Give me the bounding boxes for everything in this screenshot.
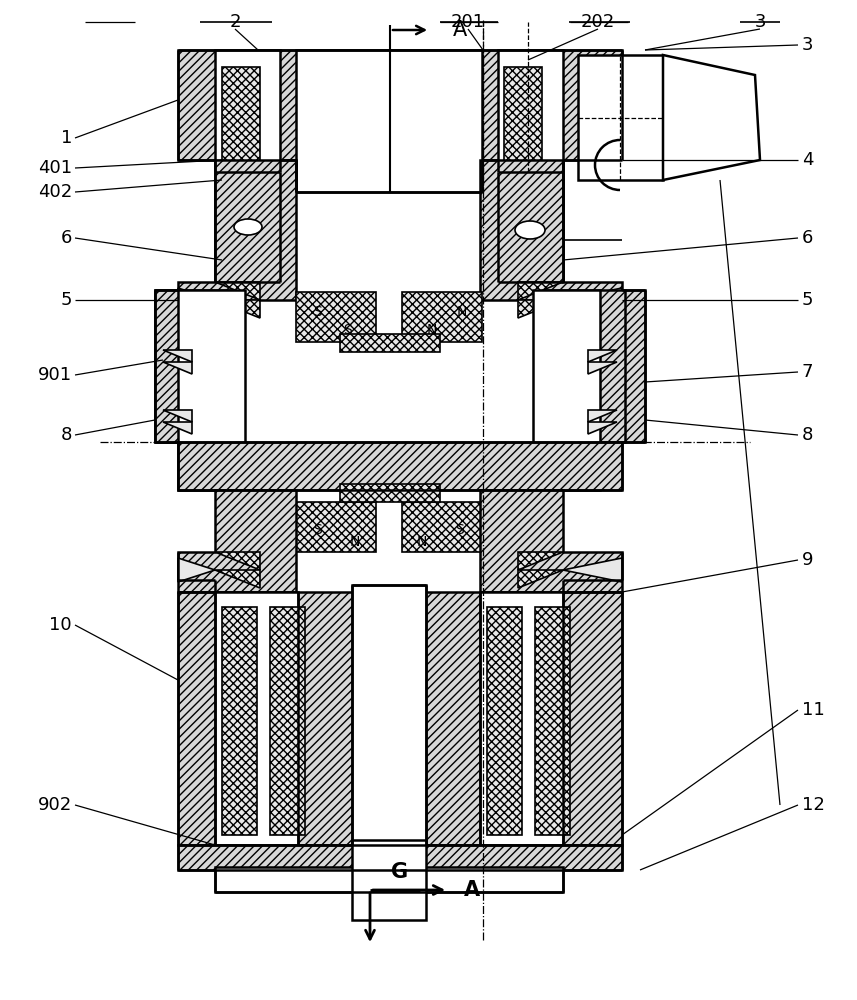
Text: 202: 202 (581, 13, 615, 31)
Bar (296, 50, 482, 192)
Text: 7: 7 (802, 363, 813, 381)
Text: 5: 5 (802, 291, 813, 309)
Bar (270, 607, 305, 835)
Text: N: N (457, 305, 467, 319)
Polygon shape (563, 558, 622, 582)
Text: 2: 2 (230, 13, 241, 31)
Text: 901: 901 (38, 366, 72, 384)
Polygon shape (588, 350, 617, 362)
Ellipse shape (234, 219, 262, 235)
Text: 5: 5 (61, 291, 72, 309)
Text: 11: 11 (802, 701, 824, 719)
Text: S: S (344, 323, 352, 337)
Text: S: S (456, 523, 464, 537)
Ellipse shape (515, 221, 545, 239)
Text: 12: 12 (802, 796, 825, 814)
Bar (178, 290, 245, 490)
Text: A: A (452, 20, 467, 40)
Text: 201: 201 (451, 13, 485, 31)
Bar (222, 67, 260, 272)
Text: G: G (392, 862, 409, 882)
Text: 3: 3 (802, 36, 813, 54)
Bar (340, 334, 440, 352)
Text: 1: 1 (61, 129, 72, 147)
Bar (178, 592, 622, 845)
Bar (155, 290, 178, 442)
Bar (504, 67, 542, 272)
Bar (340, 484, 440, 502)
Text: S: S (314, 523, 322, 537)
Bar (215, 867, 563, 892)
Text: 8: 8 (802, 426, 813, 444)
Polygon shape (163, 362, 192, 374)
Text: N: N (350, 535, 360, 549)
Polygon shape (518, 282, 563, 300)
Bar (178, 845, 622, 870)
Bar (402, 292, 482, 342)
Polygon shape (163, 350, 192, 362)
Bar (178, 442, 622, 490)
Bar (533, 290, 600, 490)
Polygon shape (518, 552, 563, 570)
Bar (480, 592, 563, 845)
Polygon shape (518, 300, 563, 318)
Text: 9: 9 (802, 551, 813, 569)
Text: 6: 6 (802, 229, 813, 247)
Bar (352, 585, 426, 845)
Text: 402: 402 (38, 183, 72, 201)
Bar (487, 607, 522, 835)
Text: 4: 4 (802, 151, 813, 169)
Polygon shape (215, 282, 260, 300)
Text: 902: 902 (38, 796, 72, 814)
Polygon shape (163, 410, 192, 422)
Bar (535, 607, 570, 835)
Bar (545, 290, 625, 442)
Polygon shape (178, 490, 296, 592)
Bar (222, 607, 257, 835)
Polygon shape (480, 160, 622, 300)
Polygon shape (178, 160, 296, 300)
Bar (498, 50, 563, 282)
Text: A: A (464, 880, 480, 900)
Polygon shape (588, 422, 617, 434)
Polygon shape (215, 300, 260, 318)
Text: 10: 10 (50, 616, 72, 634)
Polygon shape (480, 490, 622, 592)
Text: 6: 6 (61, 229, 72, 247)
Polygon shape (518, 570, 563, 588)
Bar (352, 840, 426, 920)
Text: N: N (427, 323, 437, 337)
Bar (402, 502, 482, 552)
Polygon shape (215, 552, 260, 570)
Text: 8: 8 (61, 426, 72, 444)
Polygon shape (588, 362, 617, 374)
Polygon shape (178, 558, 215, 582)
Text: 401: 401 (38, 159, 72, 177)
Bar (215, 592, 298, 845)
Bar (215, 50, 280, 282)
Polygon shape (215, 570, 260, 588)
Bar (578, 55, 663, 180)
Polygon shape (663, 55, 760, 180)
Bar (622, 290, 645, 442)
Text: S: S (314, 305, 322, 319)
Bar (296, 502, 376, 552)
Bar (155, 290, 235, 442)
Polygon shape (588, 410, 617, 422)
Polygon shape (563, 288, 622, 312)
Polygon shape (178, 288, 215, 312)
Text: N: N (417, 535, 427, 549)
Polygon shape (163, 422, 192, 434)
Bar (296, 292, 376, 342)
Bar (178, 50, 622, 160)
Text: 3: 3 (754, 13, 766, 31)
